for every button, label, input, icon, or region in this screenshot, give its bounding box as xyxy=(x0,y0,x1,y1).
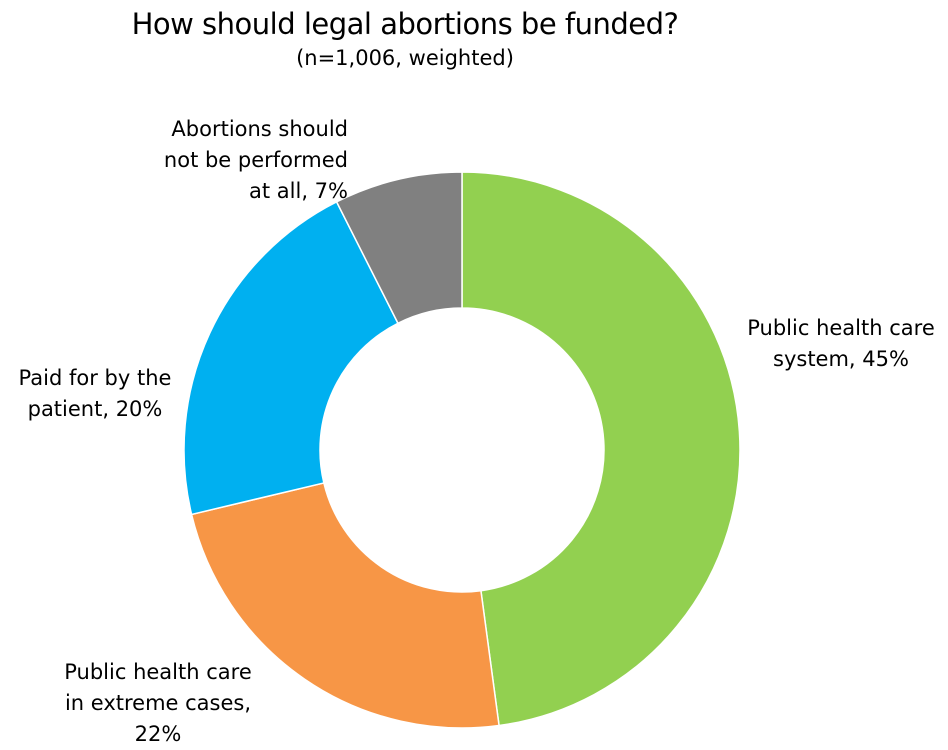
slice-public-health-care-system xyxy=(461,171,741,727)
slice-label-paid-by-patient: Paid for by the patient, 20% xyxy=(18,366,172,421)
slice-not-performed xyxy=(335,171,463,325)
slice-public-health-care-extreme-cases xyxy=(190,482,500,729)
slice-paid-by-patient xyxy=(183,200,399,516)
chart-title: How should legal abortions be funded? xyxy=(131,7,679,41)
chart-subtitle: (n=1,006, weighted) xyxy=(296,46,514,70)
slice-label-public-health-care-system: Public health care system, 45% xyxy=(747,316,935,371)
slice-label-not-performed: Abortions should not be performed at all, … xyxy=(163,117,348,203)
slice-label-public-health-care-extreme-cases: Public health care in extreme cases, 22% xyxy=(64,660,252,746)
